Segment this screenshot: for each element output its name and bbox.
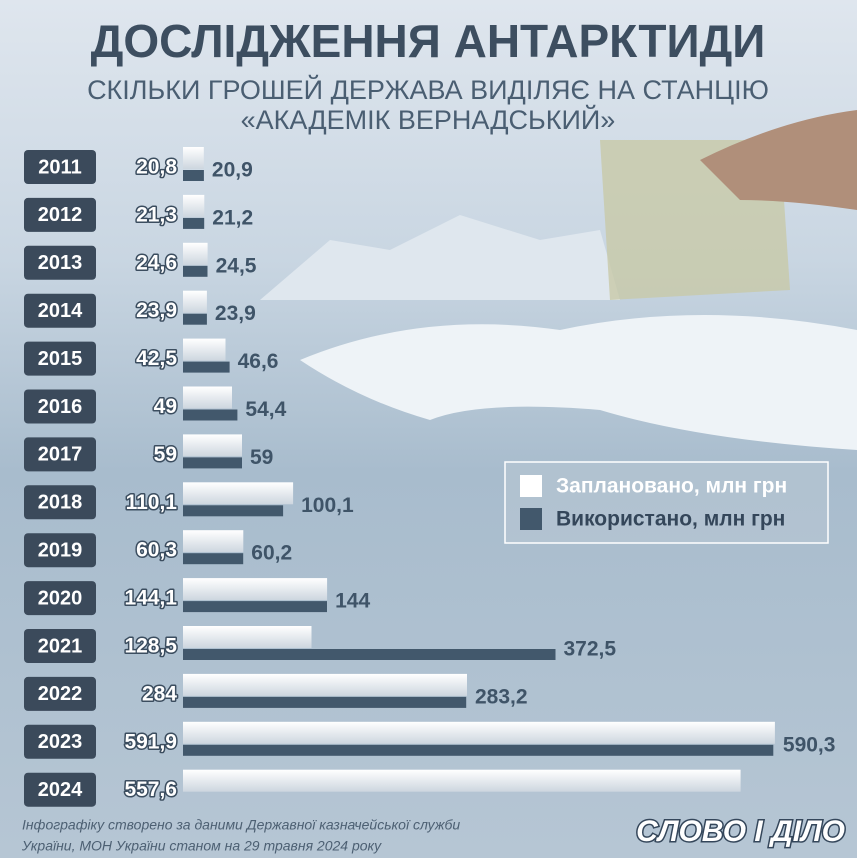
value-label: 20,8	[136, 156, 177, 179]
source: України, МОН України станом на 29 травня…	[21, 838, 382, 854]
y-tick-label: 2011	[38, 156, 81, 178]
year-badge	[24, 437, 96, 472]
value-label: 144,1	[124, 587, 177, 610]
y-tick-label: 2021	[38, 635, 83, 657]
source: Інфографіку створено за даними Державної…	[22, 817, 460, 833]
value-label: 144	[335, 590, 370, 613]
subtitle: СКІЛЬКИ ГРОШЕЙ ДЕРЖАВА ВИДІЛЯЄ НА СТАНЦІ…	[87, 74, 769, 105]
y-tick-label: 2023	[38, 731, 83, 753]
value-label: 590,3	[783, 733, 836, 756]
year-badge	[24, 676, 96, 711]
legend	[504, 461, 829, 544]
value-label: 21,2	[212, 206, 253, 229]
logo: СЛОВО І ДІЛО	[636, 815, 845, 848]
bar-planned	[183, 386, 232, 409]
bar-planned	[183, 673, 467, 696]
legend-label: Заплановано, млн грн	[556, 475, 787, 498]
bar-used	[183, 217, 205, 229]
year-badge	[24, 581, 96, 616]
y-tick-label: 2015	[38, 348, 83, 370]
bar-planned	[183, 721, 775, 744]
y-tick-label: 2016	[38, 396, 83, 418]
value-label: 591,9	[124, 730, 177, 753]
value-label: 557,6	[124, 778, 177, 801]
value-label: 24,5	[216, 254, 257, 277]
bar-used	[183, 170, 204, 181]
bar-used	[183, 505, 284, 517]
value-label: 54,4	[245, 398, 286, 421]
value-label: 60,3	[136, 539, 177, 562]
bar-used	[183, 409, 238, 421]
value-label: 60,2	[251, 542, 292, 565]
mountains	[260, 215, 620, 300]
year-badge	[24, 150, 96, 184]
year-badge	[24, 389, 96, 424]
bar-planned	[183, 290, 207, 313]
island	[300, 315, 857, 450]
value-label: 24,6	[136, 251, 177, 274]
y-tick-label: 2019	[38, 539, 83, 561]
bar-planned	[183, 338, 226, 361]
bar-planned	[183, 434, 242, 457]
value-label: 59	[250, 446, 273, 469]
bar-used	[183, 744, 774, 756]
value-label: 46,6	[238, 350, 279, 373]
legend-label: Використано, млн грн	[556, 508, 785, 531]
value-label: 283,2	[475, 685, 528, 708]
year-badge	[24, 772, 96, 807]
y-tick-label: 2024	[38, 779, 83, 801]
year-badge	[24, 485, 96, 520]
bar-used	[183, 457, 242, 469]
bar-planned	[183, 482, 294, 505]
bar-used	[183, 696, 467, 708]
bar-used	[183, 553, 244, 565]
y-tick-label: 2014	[38, 300, 83, 322]
bar-planned	[183, 530, 244, 553]
year-badge	[24, 533, 96, 568]
value-label: 20,9	[212, 159, 253, 182]
legend-swatch	[520, 508, 542, 530]
chart-title: ДОСЛІДЖЕННЯ АНТАРКТИДИ	[91, 15, 766, 67]
year-badge	[24, 245, 96, 280]
value-label: 284	[142, 682, 177, 705]
value-label: 128,5	[124, 635, 177, 658]
y-tick-label: 2013	[38, 252, 83, 274]
bar-used	[183, 265, 208, 277]
bar-used	[183, 601, 327, 613]
value-label: 42,5	[136, 347, 177, 370]
value-label: 100,1	[301, 494, 354, 517]
bar-planned	[183, 626, 312, 648]
bar-used	[183, 361, 230, 373]
bar-planned	[183, 578, 328, 601]
value-label: 372,5	[564, 638, 617, 661]
year-badge	[24, 629, 96, 663]
value-label: 49	[154, 395, 177, 418]
bar-planned	[183, 242, 208, 265]
legend-swatch	[520, 475, 542, 497]
y-tick-label: 2018	[38, 492, 83, 514]
value-label: 23,9	[136, 299, 177, 322]
bar-planned	[183, 194, 205, 217]
value-label: 23,9	[215, 302, 256, 325]
year-badge	[24, 293, 96, 328]
bar-planned	[183, 769, 741, 792]
year-badge	[24, 197, 96, 232]
bar-used	[183, 649, 556, 660]
year-badge	[24, 341, 96, 376]
year-badge	[24, 724, 96, 759]
y-tick-label: 2012	[38, 204, 83, 226]
y-tick-label: 2020	[38, 587, 83, 609]
bar-planned	[183, 147, 204, 169]
value-label: 110,1	[126, 491, 178, 514]
bar-used	[183, 313, 207, 325]
value-label: 21,3	[136, 203, 177, 226]
value-label: 59	[154, 443, 177, 466]
subtitle: «АКАДЕМІК ВЕРНАДСЬКИЙ»	[241, 104, 616, 135]
y-tick-label: 2022	[38, 683, 83, 705]
y-tick-label: 2017	[38, 444, 83, 466]
hand	[700, 110, 857, 210]
